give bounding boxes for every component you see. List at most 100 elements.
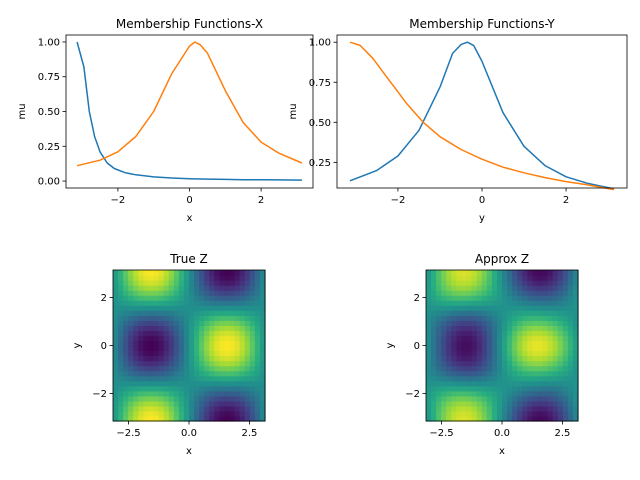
heatmap-cell <box>229 285 236 291</box>
heatmap-cell <box>254 340 261 347</box>
heatmap-cell <box>562 305 569 311</box>
heatmap-cell <box>118 375 124 382</box>
heatmap-cell <box>557 330 564 337</box>
heatmap-cell <box>456 400 463 407</box>
heatmap-cell <box>199 385 205 392</box>
heatmap-cell <box>194 410 200 417</box>
heatmap-cell <box>572 360 579 367</box>
heatmap-cell <box>138 405 144 412</box>
heatmap-cell <box>461 300 468 306</box>
x-axis-label: x <box>186 446 192 457</box>
heatmap-cell <box>431 285 437 291</box>
heatmap-cell <box>537 340 544 347</box>
heatmap-cell <box>461 375 468 382</box>
heatmap-cell <box>244 390 251 397</box>
heatmap-cell <box>143 345 150 352</box>
heatmap-cell <box>113 330 119 337</box>
heatmap-cell <box>189 345 195 352</box>
heatmap-cell <box>557 340 564 347</box>
heatmap-cell <box>486 310 493 316</box>
heatmap-cell <box>209 270 215 276</box>
heatmap-cell <box>194 315 200 321</box>
heatmap-cell <box>229 315 236 321</box>
heatmap-cell <box>481 290 488 296</box>
heatmap-cell <box>199 365 205 372</box>
heatmap-cell <box>163 410 170 417</box>
heatmap-cell <box>123 270 129 276</box>
heatmap-cell <box>436 370 442 377</box>
heatmap-cell <box>461 415 468 422</box>
heatmap-cell <box>173 320 180 326</box>
heatmap-cell <box>249 285 256 291</box>
heatmap-cell <box>259 320 266 326</box>
heatmap-cell <box>562 320 569 326</box>
heatmap-cell <box>527 330 533 337</box>
heatmap-cell <box>542 405 549 412</box>
heatmap-cell <box>244 380 251 387</box>
heatmap-cell <box>451 300 457 306</box>
heatmap-cell <box>168 320 175 326</box>
heatmap-cell <box>522 335 528 342</box>
heatmap-cell <box>219 355 226 362</box>
heatmap-cell <box>572 310 579 316</box>
heatmap-cell <box>522 295 528 301</box>
heatmap-cell <box>456 385 463 392</box>
heatmap-cell <box>118 275 124 281</box>
heatmap-cell <box>431 370 437 377</box>
heatmap-cell <box>148 305 155 311</box>
heatmap-cell <box>113 370 119 377</box>
heatmap-cell <box>486 290 493 296</box>
heatmap-cell <box>517 345 523 352</box>
heatmap-cell <box>199 380 205 387</box>
heatmap-cell <box>572 305 579 311</box>
heatmap-cell <box>234 330 241 337</box>
heatmap-cell <box>572 375 579 382</box>
heatmap-cell <box>194 330 200 337</box>
heatmap-cell <box>178 340 185 347</box>
heatmap-cell <box>486 340 493 347</box>
heatmap-cell <box>249 295 256 301</box>
heatmap-cell <box>572 325 579 331</box>
heatmap-cell <box>496 345 503 352</box>
heatmap-cell <box>481 360 488 367</box>
heatmap-cell <box>562 415 569 422</box>
heatmap-cell <box>209 375 215 382</box>
heatmap-cell <box>224 350 231 357</box>
heatmap-cell <box>138 370 144 377</box>
heatmap-cell <box>138 350 144 357</box>
heatmap-cell <box>522 370 528 377</box>
heatmap-cell <box>461 275 468 281</box>
heatmap-cell <box>436 355 442 362</box>
heatmap-cell <box>168 405 175 412</box>
heatmap-cell <box>496 385 503 392</box>
heatmap-cell <box>229 340 236 347</box>
heatmap-cell <box>249 385 256 392</box>
heatmap-cell <box>158 370 165 377</box>
heatmap-cell <box>426 370 432 377</box>
heatmap-cell <box>502 345 508 352</box>
heatmap-cell <box>249 360 256 367</box>
heatmap-cell <box>451 305 457 311</box>
heatmap-cell <box>128 415 134 422</box>
heatmap-cell <box>517 405 523 412</box>
heatmap-cell <box>476 330 483 337</box>
heatmap-cell <box>562 340 569 347</box>
heatmap-cell <box>148 375 155 382</box>
heatmap-cell <box>214 345 220 352</box>
heatmap-cell <box>123 400 129 407</box>
heatmap-cell <box>118 310 124 316</box>
heatmap-cell <box>204 315 210 321</box>
heatmap-cell <box>496 315 503 321</box>
heatmap-cell <box>143 370 150 377</box>
heatmap-cell <box>123 405 129 412</box>
heatmap-cell <box>194 295 200 301</box>
heatmap-cell <box>532 270 539 276</box>
heatmap-cell <box>542 290 549 296</box>
heatmap-cell <box>183 335 190 342</box>
heatmap-cell <box>189 350 195 357</box>
heatmap-cell <box>244 315 251 321</box>
heatmap-cell <box>173 330 180 337</box>
heatmap-cell <box>522 310 528 316</box>
heatmap-cell <box>542 340 549 347</box>
heatmap-cell <box>491 325 498 331</box>
